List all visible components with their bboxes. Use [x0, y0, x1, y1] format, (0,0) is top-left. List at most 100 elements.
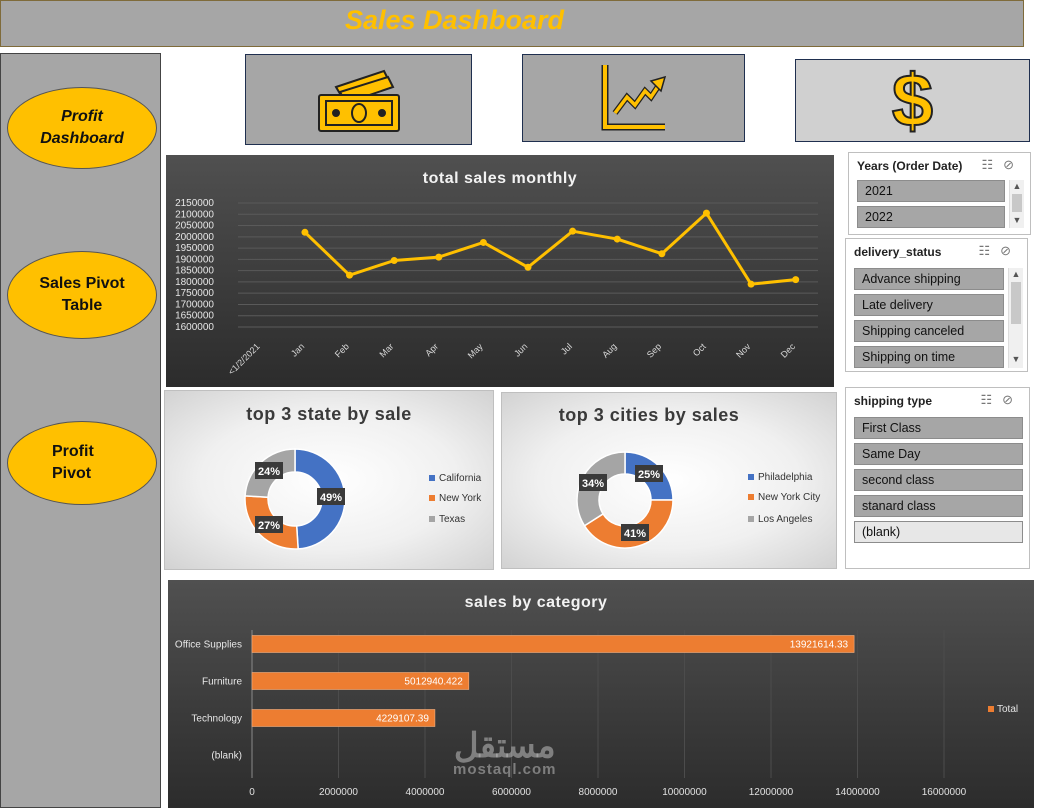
legend-new-york: New York — [429, 493, 481, 504]
category-label: Technology — [191, 714, 242, 725]
watermark-arabic: مستقل — [453, 727, 556, 765]
y-tick-label: 1600000 — [175, 322, 214, 333]
slicer-item-shipping-on-time[interactable]: Shipping on time — [854, 346, 1004, 368]
y-tick-label: 1700000 — [175, 299, 214, 310]
multi-select-icon[interactable]: ☷⊘ — [978, 243, 1021, 258]
slicer-item-blank[interactable]: (blank) — [854, 521, 1023, 543]
legend-texas: Texas — [429, 514, 465, 525]
x-tick-label: Dec — [779, 341, 798, 360]
data-label: 49% — [320, 492, 342, 504]
shipping-type-slicer: shipping type ☷⊘ First Class Same Day se… — [845, 387, 1030, 569]
x-tick-label: May — [466, 341, 485, 360]
sales-pivot-table-label: Sales Pivot Table — [39, 275, 125, 314]
x-tick-label: Jan — [289, 341, 306, 358]
category-label: (blank) — [211, 751, 242, 762]
data-label: 41% — [624, 528, 646, 540]
data-point — [792, 276, 800, 284]
data-point — [479, 238, 487, 246]
scroll-up-icon[interactable]: ▲ — [1011, 269, 1021, 279]
scroll-thumb[interactable] — [1012, 194, 1022, 212]
profit-pivot-button[interactable]: Profit Pivot — [7, 421, 157, 505]
line-chart-title: total sales monthly — [422, 170, 578, 187]
category-label: Office Supplies — [175, 640, 242, 651]
y-tick-label: 2050000 — [175, 221, 214, 232]
x-tick-label: 6000000 — [492, 787, 531, 798]
x-tick-label: <1/2/2021 — [226, 341, 262, 377]
x-tick-label: Mar — [378, 341, 396, 359]
x-tick-label: 12000000 — [749, 787, 794, 798]
category-label: Furniture — [202, 677, 242, 688]
donut-slice-new-york-city — [583, 499, 674, 549]
legend-philadelphia: Philadelphia — [748, 472, 813, 483]
slicer-item-second-class[interactable]: second class — [854, 469, 1023, 491]
delivery-scrollbar[interactable]: ▲ ▼ — [1008, 268, 1023, 368]
slicer-item-2022[interactable]: 2022 — [857, 206, 1005, 228]
state-donut-title: top 3 state by sale — [246, 404, 412, 424]
bar-value-label: 4229107.39 — [376, 714, 429, 725]
slicer-item-standard-class[interactable]: stanard class — [854, 495, 1023, 517]
scroll-down-icon[interactable]: ▼ — [1011, 354, 1021, 364]
data-label: 25% — [638, 469, 660, 481]
years-slicer: Years (Order Date) ☷⊘ 2021 2022 ▲ ▼ — [848, 152, 1031, 235]
y-tick-label: 2000000 — [175, 232, 214, 243]
x-tick-label: 10000000 — [662, 787, 707, 798]
data-point — [390, 256, 398, 264]
bar — [251, 672, 470, 690]
state-donut-chart: 49% 27% 24% — [244, 448, 346, 550]
x-tick-label: Nov — [734, 341, 753, 360]
dashboard-title: Sales Dashboard — [344, 5, 565, 35]
data-point — [747, 280, 755, 288]
scroll-thumb[interactable] — [1011, 282, 1021, 324]
x-tick-label: Oct — [691, 341, 708, 358]
scroll-down-icon[interactable]: ▼ — [1012, 215, 1022, 225]
bar-value-label: 13921614.33 — [790, 640, 849, 651]
years-scrollbar[interactable]: ▲ ▼ — [1009, 180, 1024, 228]
slicer-item-late-delivery[interactable]: Late delivery — [854, 294, 1004, 316]
data-label-bg — [579, 474, 607, 491]
x-tick-label: 4000000 — [406, 787, 445, 798]
x-tick-label: 14000000 — [835, 787, 880, 798]
data-point — [569, 227, 577, 235]
bar-value-label: 5012940.422 — [404, 677, 463, 688]
profit-pivot-label: Profit Pivot — [52, 443, 94, 482]
multi-select-icon[interactable]: ☷⊘ — [980, 392, 1023, 407]
y-tick-label: 1650000 — [175, 311, 214, 322]
data-label-bg — [317, 488, 345, 505]
dollar-icon: $ — [891, 58, 934, 142]
x-tick-label: 8000000 — [579, 787, 618, 798]
kpi-money-box — [245, 54, 472, 145]
profit-dashboard-button[interactable]: Profit Dashboard — [7, 87, 157, 169]
x-tick-label: Feb — [333, 341, 351, 359]
data-point — [435, 253, 443, 261]
y-tick-label: 1950000 — [175, 243, 214, 254]
city-donut-title: top 3 cities by sales — [558, 405, 740, 425]
city-donut-panel: top 3 cities by sales 25% 41% 34% Philadel… — [501, 392, 837, 569]
delivery-slicer-title: delivery_status — [854, 245, 942, 259]
data-point — [658, 250, 666, 258]
slicer-item-first-class[interactable]: First Class — [854, 417, 1023, 439]
bar-chart-title: sales by category — [464, 594, 608, 611]
bar-chart: 0 2000000 4000000 6000000 8000000 10000000 120… — [175, 630, 1018, 798]
slicer-item-advance-shipping[interactable]: Advance shipping — [854, 268, 1004, 290]
y-tick-label: 2150000 — [175, 198, 214, 209]
legend-new-york-city: New York City — [748, 492, 820, 503]
scroll-up-icon[interactable]: ▲ — [1012, 181, 1022, 191]
x-tick-label: 0 — [249, 787, 255, 798]
sales-pivot-table-button[interactable]: Sales Pivot Table — [7, 251, 157, 339]
data-point — [524, 263, 532, 271]
profit-dashboard-label: Profit Dashboard — [40, 108, 124, 147]
slicer-item-shipping-canceled[interactable]: Shipping canceled — [854, 320, 1004, 342]
money-icon — [317, 69, 400, 132]
x-tick-label: 2000000 — [319, 787, 358, 798]
data-label-bg — [621, 524, 649, 541]
multi-select-icon[interactable]: ☷⊘ — [981, 157, 1024, 172]
slicer-item-2021[interactable]: 2021 — [857, 180, 1005, 202]
bar — [251, 635, 855, 653]
slicer-item-same-day[interactable]: Same Day — [854, 443, 1023, 465]
y-tick-label: 2100000 — [175, 209, 214, 220]
city-donut-chart: 25% 41% 34% — [576, 451, 674, 549]
legend-swatch — [988, 706, 994, 712]
data-label-bg — [635, 465, 663, 482]
y-tick-label: 1800000 — [175, 277, 214, 288]
state-donut-panel: top 3 state by sale 49% 27% 24% California… — [164, 390, 494, 570]
